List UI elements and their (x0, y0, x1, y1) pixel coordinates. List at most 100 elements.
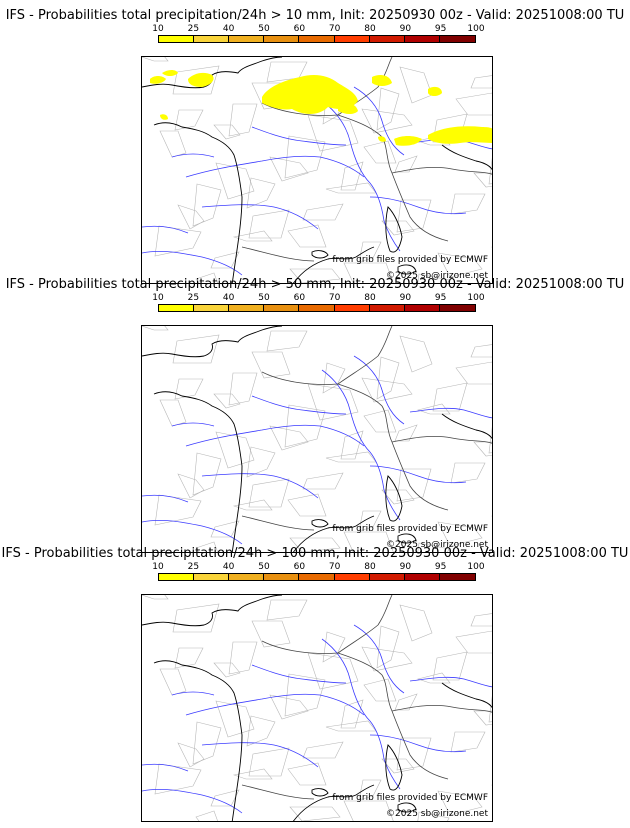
admin-boundary-line (232, 499, 273, 511)
colorbar-tick-label: 60 (293, 562, 306, 572)
admin-boundary-line (142, 57, 169, 62)
coastline (153, 122, 243, 283)
coastline (311, 250, 329, 259)
admin-boundary-line (142, 326, 169, 331)
credit-grib: from grib files provided by ECMWF (332, 524, 488, 534)
admin-boundary-line (228, 641, 258, 675)
admin-boundary-line (381, 489, 415, 505)
admin-boundary-line (473, 441, 492, 457)
coastline (153, 391, 243, 552)
colorbar-tick-label: 95 (434, 562, 447, 572)
river-line (185, 424, 365, 447)
admin-boundary-line (246, 446, 276, 478)
colorbar-segment (299, 36, 335, 42)
admin-boundary-line (174, 109, 204, 131)
colorbar-segment (264, 305, 300, 311)
coastline (441, 413, 492, 440)
river-line (369, 465, 467, 484)
river-line (185, 693, 365, 716)
river-line (409, 407, 492, 419)
colorbar-segment (299, 305, 335, 311)
credit-copyright: ©2025 sb@irizone.net (386, 271, 488, 281)
admin-boundary-line (396, 737, 432, 771)
colorbar-segment (229, 36, 265, 42)
admin-boundary-line (488, 426, 492, 454)
admin-boundary-line (172, 65, 220, 95)
admin-boundary-line (302, 203, 344, 221)
admin-boundary-line (307, 383, 359, 421)
admin-boundary-line (287, 762, 327, 786)
colorbar-tick-label: 10 (152, 293, 164, 303)
river-line (142, 519, 243, 545)
admin-boundary-line (363, 409, 397, 433)
river-line (409, 676, 492, 688)
admin-boundary-line (246, 177, 276, 209)
admin-boundary-line (455, 92, 492, 116)
admin-boundary-line (266, 599, 308, 621)
admin-boundary-line (213, 662, 241, 678)
admin-boundary-line (358, 510, 382, 532)
admin-boundary-line (470, 75, 492, 89)
admin-boundary-line (251, 351, 291, 379)
country-border-line (261, 371, 449, 511)
colorbar-tick-label: 25 (187, 293, 200, 303)
admin-boundary-line (284, 135, 326, 179)
country-border-line (241, 515, 315, 531)
admin-boundary-line (177, 742, 205, 768)
admin-boundary-line (399, 335, 433, 373)
admin-boundary-line (432, 382, 468, 412)
panel-title: IFS - Probabilities total precipitation/… (5, 277, 625, 292)
admin-boundary-line (215, 431, 255, 469)
admin-boundary-line (376, 625, 400, 669)
coastline (292, 515, 375, 552)
colorbar-tick-label: 50 (258, 293, 270, 303)
map-france-10mm: from grib files provided by ECMWF ©2025 … (141, 56, 493, 284)
admin-boundary-line (172, 603, 220, 633)
admin-boundary-line (488, 695, 492, 723)
admin-boundary-line (416, 403, 451, 415)
admin-boundary-line (215, 700, 255, 738)
colorbar-tick-label: 100 (467, 293, 485, 303)
panel-title: IFS - Probabilities total precipitation/… (1, 546, 629, 561)
admin-boundary-line (159, 399, 187, 427)
admin-boundary-line (287, 493, 327, 517)
coastline (397, 264, 417, 275)
admin-boundary-line (228, 103, 258, 137)
colorbar-segment (439, 574, 475, 580)
admin-boundary-line (289, 806, 341, 821)
map-panel-100mm: IFS - Probabilities total precipitation/… (0, 546, 630, 822)
admin-boundary-line (455, 361, 492, 385)
river-line (353, 86, 405, 156)
admin-boundary-line (363, 678, 397, 702)
colorbar-segment (404, 305, 440, 311)
admin-boundary-line (325, 720, 377, 732)
colorbar-tick-label: 70 (328, 24, 341, 34)
admin-boundary-line (248, 747, 290, 777)
colorbar-tick-label: 70 (328, 293, 341, 303)
coastline (385, 206, 403, 253)
colorbar-tick-label: 90 (399, 293, 412, 303)
country-border-line (241, 246, 315, 262)
river-line (142, 763, 189, 772)
admin-boundary-line (154, 763, 202, 795)
colorbar-segment (299, 574, 335, 580)
credit-copyright: ©2025 sb@irizone.net (386, 540, 488, 550)
precip-overlay (150, 70, 492, 146)
river-line (201, 473, 319, 499)
colorbar-segment (334, 36, 370, 42)
coastline (385, 475, 403, 522)
admin-boundary-line (396, 468, 432, 502)
country-border-line (391, 704, 492, 713)
map-france-50mm: from grib files provided by ECMWF ©2025 … (141, 325, 493, 553)
colorbar-tick-label: 100 (467, 562, 485, 572)
admin-boundary-line (284, 404, 326, 448)
admin-boundary-line (340, 430, 364, 460)
colorbar-legend: 10 25 40 50 60 70 80 90 95 100 (152, 24, 485, 51)
colorbar-tick-label: 40 (222, 293, 235, 303)
admin-boundary-line (417, 273, 450, 283)
admin-boundary-line (470, 613, 492, 627)
admin-boundary-line (192, 183, 222, 227)
admin-boundary-line (450, 731, 486, 753)
country-border-line (337, 595, 393, 654)
credit-grib: from grib files provided by ECMWF (332, 793, 488, 803)
